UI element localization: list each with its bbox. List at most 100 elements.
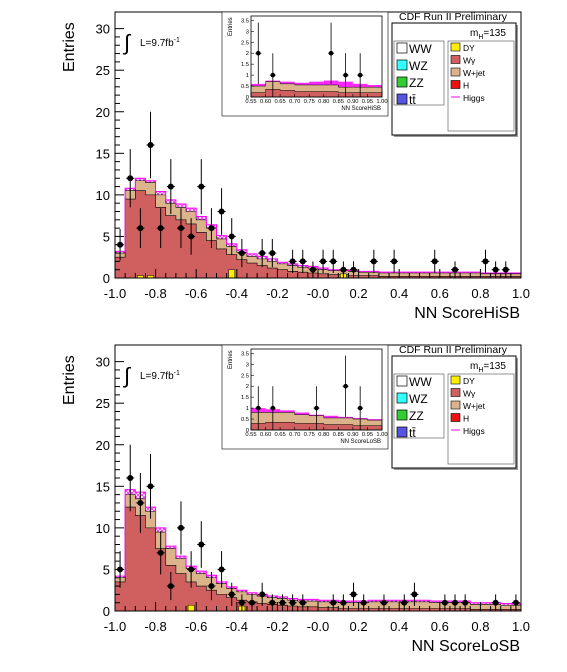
inset-higgs-bin [309, 81, 324, 85]
legend-label: WW [409, 42, 432, 56]
inset-data-point [255, 405, 261, 411]
higgs-hatch-bin [307, 599, 318, 602]
data-point [401, 599, 408, 606]
higgs-envelope [115, 489, 521, 605]
inset-higgs-bin [251, 83, 266, 87]
inset-data-point [314, 405, 319, 411]
data-point [259, 591, 266, 598]
data-point [137, 499, 144, 506]
data-point [218, 208, 225, 215]
legend-swatch [396, 59, 408, 71]
lumi-label: L=9.7fb-1 [140, 37, 180, 49]
y-tick-label: 25 [96, 396, 110, 411]
inset-y-tick-label: 0.5 [241, 84, 249, 90]
data-point [269, 250, 276, 257]
higgs-hatch-bin [175, 556, 187, 559]
inset-x-tick-label: 1.00 [376, 99, 387, 105]
inset-y-tick-label: 2 [246, 384, 249, 390]
inset-x-tick-label: 0.80 [318, 432, 329, 438]
data-point [370, 258, 377, 265]
x-axis-title: NN ScoreLoSB [412, 638, 521, 655]
inset-higgs-bin [280, 81, 295, 84]
inset-data-point [270, 72, 276, 78]
data-point [228, 591, 235, 598]
x-tick-label: -0.6 [185, 619, 207, 634]
inset-x-tick-label: 0.90 [347, 99, 358, 105]
higgs-hatch-bin [165, 546, 176, 549]
legend-label: WZ [409, 392, 428, 406]
y-tick-label: 0 [103, 271, 110, 286]
data-point [147, 142, 154, 148]
higgs-hatch-bin [155, 527, 166, 533]
x-tick-label: 0.8 [471, 619, 489, 634]
integral-sign: ∫ [122, 363, 132, 388]
higgs-hatch-bin [318, 600, 329, 602]
x-tick-label: 0.4 [390, 619, 408, 634]
x-tick-label: -0.4 [226, 286, 248, 301]
inset-x-tick-label: 0.95 [362, 99, 373, 105]
higgs-hatch-bin [500, 603, 511, 606]
y-axis-title: Entries [61, 355, 78, 405]
higgs-hatch-bin [175, 204, 187, 208]
legend-label: H [463, 414, 469, 424]
legend-swatch [450, 55, 461, 64]
data-point [249, 599, 256, 606]
legend-swatch [450, 67, 461, 77]
legend-label: H [463, 81, 469, 91]
dy-bin [228, 269, 236, 279]
x-tick-label: -0.8 [144, 286, 166, 301]
data-point [167, 583, 174, 590]
data-point [117, 241, 124, 248]
dy-bin [187, 604, 195, 612]
data-point [441, 599, 448, 606]
inset-x-title: NN ScoreHiSB [341, 106, 381, 112]
x-tick-label: -0.0 [307, 619, 329, 634]
data-point [452, 599, 459, 606]
higgs-hatch-bin [196, 216, 207, 220]
x-tick-label: -0.2 [266, 286, 288, 301]
panel-2: -1.0 -0.8 -0.6 -0.4 -0.2 -0.0 0.2 0.4 0.6 0.8 1.00… [61, 344, 530, 655]
legend-label: tt̄ [409, 93, 416, 107]
higgs-hatch-bin [470, 602, 481, 605]
legend-swatch [396, 426, 408, 438]
legend-swatch [450, 42, 461, 52]
higgs-hatch-bin [135, 178, 146, 181]
inset-x-tick-label: 0.95 [362, 432, 373, 438]
inset-x-tick-label: 0.90 [347, 432, 358, 438]
y-tick-label: 20 [96, 105, 110, 120]
inset-higgs-bin [338, 416, 353, 418]
data-point [462, 599, 469, 606]
inset-y-tick-label: 1 [246, 73, 249, 79]
lumi-sup: -1 [174, 370, 180, 377]
inset-data-point [343, 383, 348, 389]
inset-data-point [255, 50, 261, 56]
x-tick-label: -1.0 [104, 619, 126, 634]
data-point [340, 266, 347, 273]
x-axis-title: NN ScoreHiSB [414, 305, 520, 322]
inset-y-tick-label: 3 [246, 29, 249, 35]
y-tick-label: 10 [96, 521, 110, 536]
lumi-label: L=9.7fb-1 [140, 370, 180, 382]
legend-swatch [396, 375, 408, 387]
data-point [177, 225, 184, 232]
data-point [502, 266, 509, 273]
panel-1: -1.0 -0.8 -0.6 -0.4 -0.2 -0.0 0.2 0.4 0.6 0.8 1.00… [61, 11, 530, 322]
higgs-hatch-bin [368, 600, 379, 602]
data-point [228, 233, 235, 240]
x-tick-label: 0.6 [431, 286, 449, 301]
legend-swatch [450, 400, 461, 410]
inset-higgs-bin [294, 412, 310, 415]
data-point [330, 599, 337, 606]
data-point [208, 583, 215, 590]
data-point [188, 233, 195, 240]
x-tick-label: 0.4 [390, 286, 408, 301]
data-point [208, 225, 215, 232]
data-point [127, 475, 134, 481]
x-tick-label: -0.2 [266, 619, 288, 634]
data-point [198, 183, 205, 190]
inset-x-tick-label: 0.85 [333, 99, 344, 105]
data-point [238, 599, 245, 606]
y-tick-label: 15 [96, 146, 110, 161]
inset-y-tick-label: 2 [246, 51, 249, 57]
inset-x-tick-label: 0.70 [289, 432, 300, 438]
